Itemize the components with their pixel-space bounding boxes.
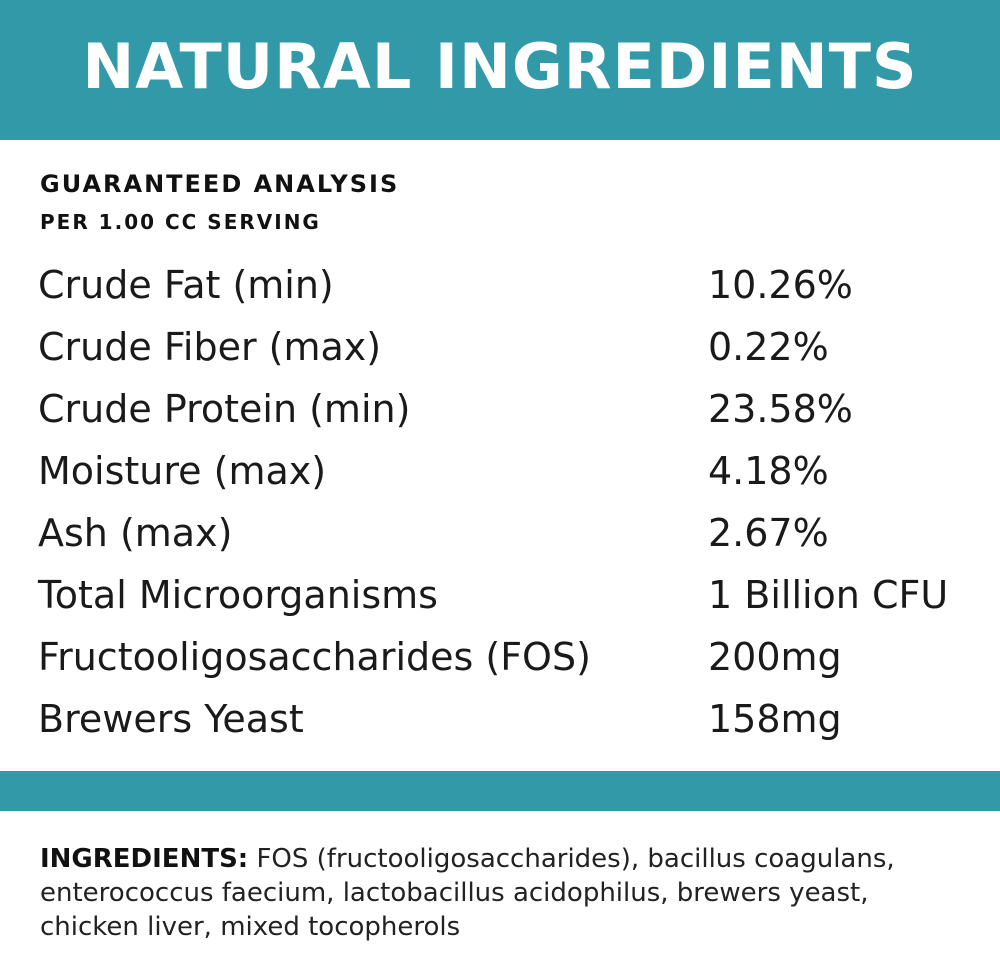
analysis-row: Moisture (max) 4.18% — [38, 440, 988, 502]
nutrient-name: Moisture (max) — [38, 449, 327, 493]
analysis-row: Ash (max) 2.67% — [38, 502, 988, 564]
divider-band — [0, 771, 1000, 811]
analysis-row: Crude Fiber (max) 0.22% — [38, 316, 988, 378]
ingredients-text: FOS (fructooligosaccharides), bacillus c… — [40, 844, 895, 942]
nutrient-name: Fructooligosaccharides (FOS) — [38, 635, 591, 679]
nutrient-name: Crude Fiber (max) — [38, 325, 382, 369]
nutrient-name: Total Microorganisms — [38, 573, 438, 617]
analysis-table: Crude Fat (min) 10.26% Crude Fiber (max)… — [38, 254, 988, 750]
nutrient-value: 158mg — [708, 697, 842, 741]
nutrient-value: 200mg — [708, 635, 842, 679]
ingredients-paragraph: INGREDIENTS: FOS (fructooligosaccharides… — [40, 842, 970, 944]
banner-title: NATURAL INGREDIENTS — [82, 30, 918, 103]
nutrient-name: Ash (max) — [38, 511, 233, 555]
analysis-row: Crude Fat (min) 10.26% — [38, 254, 988, 316]
analysis-row: Brewers Yeast 158mg — [38, 688, 988, 750]
analysis-row: Crude Protein (min) 23.58% — [38, 378, 988, 440]
nutrient-name: Crude Protein (min) — [38, 387, 411, 431]
nutrient-name: Brewers Yeast — [38, 697, 304, 741]
nutrient-value: 23.58% — [708, 387, 853, 431]
analysis-row: Fructooligosaccharides (FOS) 200mg — [38, 626, 988, 688]
nutrient-value: 2.67% — [708, 511, 829, 555]
analysis-subheading: PER 1.00 CC SERVING — [40, 210, 321, 234]
nutrient-name: Crude Fat (min) — [38, 263, 334, 307]
analysis-heading: GUARANTEED ANALYSIS — [40, 170, 400, 198]
title-banner: NATURAL INGREDIENTS — [0, 0, 1000, 140]
nutrient-value: 10.26% — [708, 263, 853, 307]
ingredients-label: INGREDIENTS: — [40, 844, 249, 874]
analysis-row: Total Microorganisms 1 Billion CFU — [38, 564, 988, 626]
nutrient-value: 4.18% — [708, 449, 829, 493]
nutrient-value: 1 Billion CFU — [708, 573, 949, 617]
nutrient-value: 0.22% — [708, 325, 829, 369]
